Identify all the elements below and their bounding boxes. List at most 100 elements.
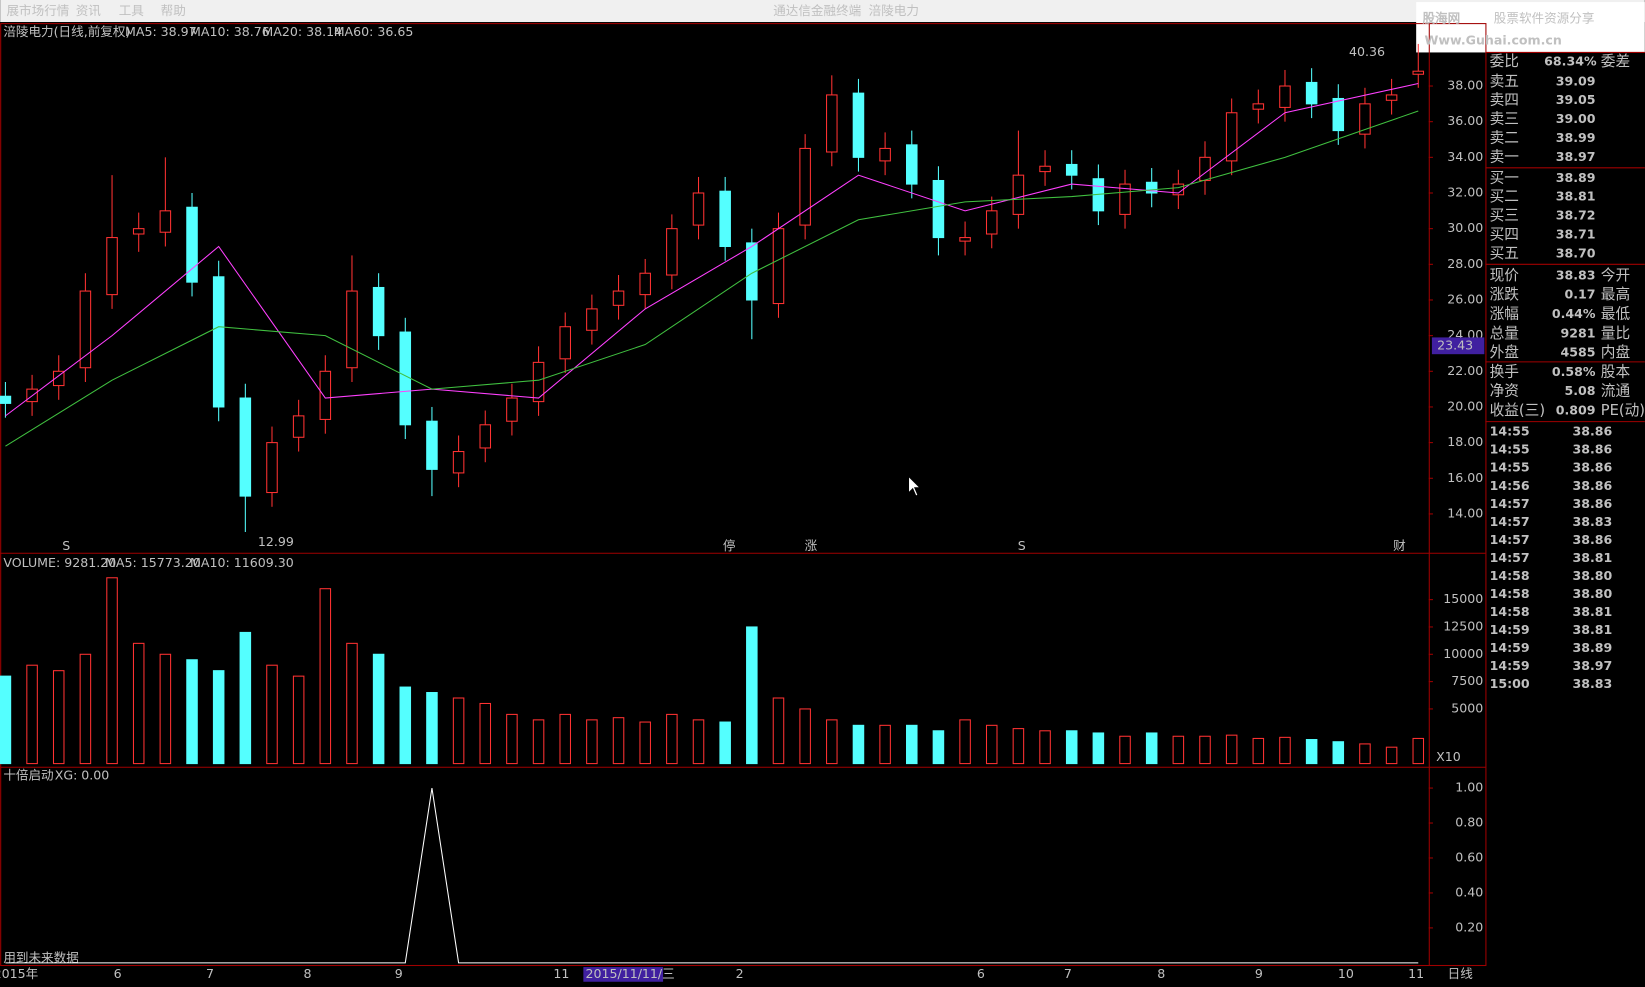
menu-item[interactable]: 工具 <box>119 3 145 18</box>
stock-title: 涪陵电力 <box>869 3 919 18</box>
stat-label: 量比 <box>1601 325 1630 342</box>
candle-body <box>612 290 625 306</box>
volume-bar <box>319 588 332 765</box>
volume-bar <box>879 724 891 765</box>
candle-body <box>1412 70 1425 75</box>
candle-body <box>132 228 145 235</box>
y-tick-label: 10000 <box>1443 646 1483 661</box>
candle-body <box>266 442 278 494</box>
candle-body <box>639 272 651 296</box>
bid-label: 买五 <box>1490 245 1519 262</box>
volume-bar <box>1119 735 1131 765</box>
x-tick-label: 9 <box>395 966 403 981</box>
volume-bar <box>399 686 412 765</box>
stat-label: 涨跌 <box>1490 286 1520 303</box>
trade-price: 38.81 <box>1573 550 1613 565</box>
menu-item[interactable]: 资讯 <box>76 3 102 18</box>
menu-item[interactable]: 展市场行情 <box>6 3 69 18</box>
candle-body <box>1145 181 1158 194</box>
y-tick-label: 0.40 <box>1455 884 1483 899</box>
cursor-date-box <box>583 967 664 982</box>
stat-label: 现价 <box>1490 267 1520 284</box>
logo-name: 股海网 <box>1422 10 1460 25</box>
candle-body <box>159 210 172 233</box>
candle-body <box>1385 94 1398 101</box>
ask-label: 卖二 <box>1490 129 1519 146</box>
candle-body <box>452 451 465 474</box>
candle-body <box>479 424 492 449</box>
volume-bar <box>1332 741 1345 765</box>
trade-price: 38.86 <box>1573 460 1613 475</box>
volume-bar <box>132 642 145 765</box>
volume-bar <box>1039 730 1051 765</box>
volume-bar <box>346 642 358 765</box>
stat-value: 0.58% <box>1552 364 1596 379</box>
x-tick-label: 8 <box>1157 966 1165 981</box>
volume-bar <box>52 670 65 765</box>
x-tick-label: 7 <box>206 966 214 981</box>
volume-bar <box>1305 739 1318 765</box>
panel-value: 68.34% <box>1544 53 1597 68</box>
candle-body <box>985 210 998 235</box>
volume-bar <box>1172 735 1185 765</box>
y-tick-label: 30.00 <box>1447 220 1483 235</box>
trade-price: 38.89 <box>1573 640 1613 655</box>
trade-time: 14:58 <box>1490 604 1530 619</box>
low-label: 12.99 <box>258 534 294 549</box>
mouse-cursor <box>907 474 922 497</box>
period-tab: 日线 <box>1448 966 1474 981</box>
candle-body <box>799 147 811 226</box>
ask-price: 38.97 <box>1556 149 1596 164</box>
trade-price: 38.83 <box>1573 514 1613 529</box>
volume-bar <box>266 664 278 765</box>
event-marker: S <box>1018 538 1026 553</box>
trade-price: 38.80 <box>1573 568 1613 583</box>
logo-url: Www.Guhai.com.cn <box>1425 32 1562 47</box>
candle-body <box>1332 97 1345 132</box>
trade-price: 38.83 <box>1573 676 1613 691</box>
candle-body <box>586 308 598 331</box>
y-tick-label: 22.00 <box>1447 363 1483 378</box>
volume-bar <box>1065 730 1078 765</box>
candle-body <box>1225 112 1238 162</box>
trade-time: 14:59 <box>1490 658 1530 673</box>
high-label: 40.36 <box>1349 44 1385 59</box>
volume-bar <box>452 697 465 765</box>
stat-value: 9281 <box>1561 325 1596 340</box>
candle-body <box>346 290 358 369</box>
ask-price: 39.05 <box>1556 92 1596 107</box>
y-tick-label: 28.00 <box>1447 256 1483 271</box>
x-tick-label: 2 <box>736 966 744 981</box>
y-tick-label: 7500 <box>1451 673 1483 688</box>
candle-body <box>399 331 412 426</box>
candle-body <box>1305 81 1318 105</box>
volume-bar <box>719 721 731 765</box>
volume-bar <box>772 697 785 765</box>
bid-price: 38.70 <box>1556 245 1596 260</box>
trade-time: 14:58 <box>1490 586 1530 601</box>
x-tick-label: 6 <box>114 966 122 981</box>
volume-bar <box>1145 732 1158 765</box>
stat-label: 最低 <box>1601 305 1631 322</box>
volume-bar <box>959 719 971 765</box>
candle-body <box>106 237 118 296</box>
x-tick-label: 6 <box>977 966 985 981</box>
volume-bar <box>692 719 705 765</box>
volume-bar <box>666 713 678 765</box>
volume-bar <box>292 675 305 765</box>
volume-bar <box>26 664 38 765</box>
stat-label: 涨幅 <box>1490 305 1519 322</box>
y-tick-label: 20.00 <box>1447 398 1483 413</box>
menu-item[interactable]: 帮助 <box>161 3 186 18</box>
stat-label: 内盘 <box>1601 343 1631 361</box>
candle-body <box>52 370 65 387</box>
volume-bar <box>826 719 838 765</box>
stat-value: 5.08 <box>1564 383 1595 398</box>
volume-bar <box>1279 736 1291 765</box>
volume-bar <box>1412 737 1425 765</box>
y-tick-label: 36.00 <box>1447 113 1483 128</box>
trade-time: 14:55 <box>1490 424 1530 439</box>
